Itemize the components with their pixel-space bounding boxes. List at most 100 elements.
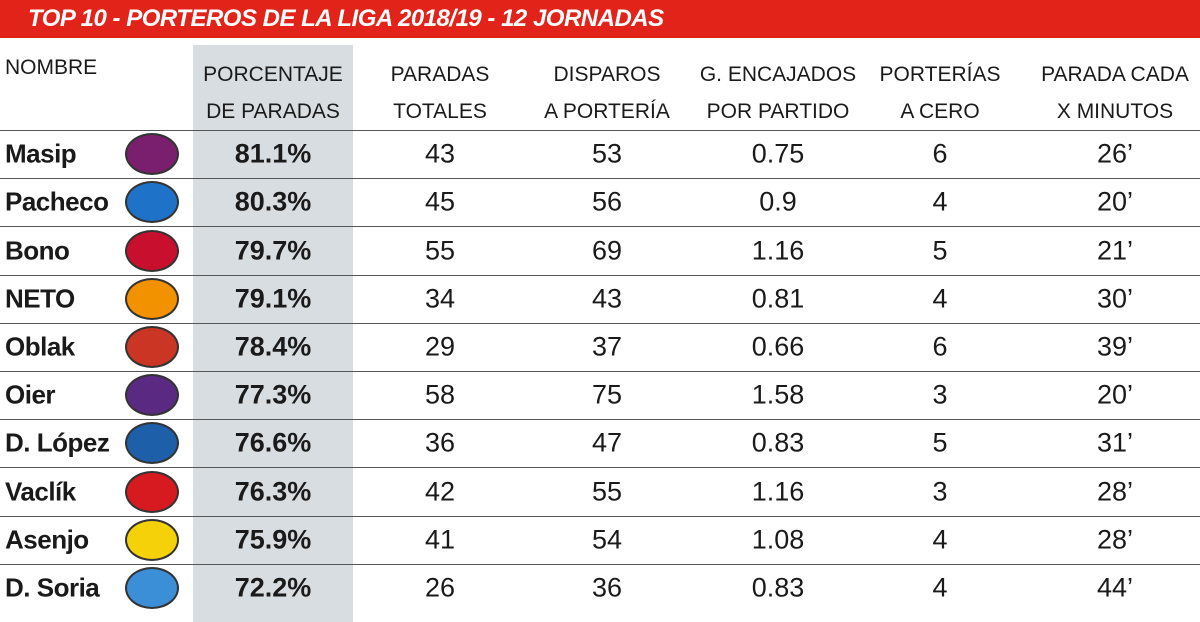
player-name: Oblak (5, 331, 75, 362)
stat-value: 28’ (1096, 476, 1134, 506)
stat-value: 0.81 (751, 283, 805, 314)
player-name: D. López (5, 427, 110, 458)
save-percentage: 78.4% (234, 331, 312, 362)
team-crest (125, 277, 179, 320)
column-header: PARADA CADA (1041, 63, 1189, 86)
save-percentage: 72.2% (234, 572, 312, 603)
stat-value: 29 (424, 331, 456, 362)
stat-value: 0.83 (751, 427, 805, 458)
stat-value: 4 (932, 524, 948, 555)
stat-value: 41 (424, 524, 456, 555)
save-percentage: 77.3% (234, 379, 312, 410)
player-name: D. Soria (5, 572, 100, 603)
stat-value: 5 (932, 427, 948, 458)
save-percentage: 79.1% (234, 283, 312, 314)
stat-value: 58 (424, 379, 456, 410)
column-header: PORCENTAJE (203, 63, 343, 86)
column-header: A CERO (900, 100, 980, 123)
stat-value: 0.66 (751, 331, 805, 362)
stat-value: 26’ (1096, 138, 1134, 169)
column-header: X MINUTOS (1056, 100, 1174, 123)
stat-value: 1.16 (751, 476, 805, 506)
player-name: Pacheco (5, 186, 109, 217)
save-percentage: 79.7% (234, 235, 312, 265)
column-header: NOMBRE (5, 56, 98, 79)
column-header: G. ENCAJADOS (699, 63, 857, 86)
row-separator (0, 419, 1200, 421)
save-percentage: 81.1% (234, 138, 312, 169)
stat-value: 5 (932, 235, 948, 265)
save-percentage: 76.6% (234, 427, 312, 458)
stat-value: 55 (591, 476, 623, 506)
stat-value: 37 (591, 331, 623, 362)
stat-value: 3 (932, 476, 948, 506)
stat-value: 0.9 (759, 186, 797, 217)
row-separator (0, 371, 1200, 372)
stat-value: 39’ (1096, 331, 1134, 362)
stat-value: 6 (932, 138, 948, 169)
team-crest (125, 133, 179, 176)
stat-value: 1.08 (751, 524, 805, 555)
save-percentage: 80.3% (234, 186, 312, 217)
stat-value: 20’ (1096, 379, 1134, 410)
stat-value: 53 (591, 138, 623, 169)
team-crest (125, 325, 179, 368)
team-crest (125, 518, 179, 561)
title-bar: TOP 10 - PORTEROS DE LA LIGA 2018/19 - 1… (0, 0, 1200, 38)
stat-value: 55 (424, 235, 456, 265)
team-crest (125, 566, 179, 609)
stat-value: 0.83 (751, 572, 805, 603)
team-crest (125, 422, 179, 465)
stat-value: 43 (591, 283, 623, 314)
player-name: Bono (5, 235, 70, 265)
stat-value: 6 (932, 331, 948, 362)
team-crest (125, 229, 179, 272)
row-separator (0, 130, 1200, 131)
row-separator (0, 226, 1200, 228)
player-name: Masip (5, 138, 77, 169)
stat-value: 45 (424, 186, 456, 217)
highlight-column (193, 45, 353, 622)
player-name: Oier (5, 379, 56, 410)
row-separator (0, 563, 1200, 565)
stat-value: 26 (424, 572, 456, 603)
row-separator (0, 178, 1200, 180)
player-name: Asenjo (5, 524, 89, 555)
row-separator (0, 515, 1200, 517)
stat-value: 1.16 (751, 235, 805, 265)
team-crest (125, 374, 179, 417)
title: TOP 10 - PORTEROS DE LA LIGA 2018/19 - 1… (28, 5, 664, 32)
team-crest (125, 470, 179, 513)
player-name: Vaclík (5, 476, 76, 506)
column-header: DE PARADAS (206, 100, 340, 123)
row-separator (0, 322, 1200, 324)
stat-value: 28’ (1096, 524, 1134, 555)
stat-value: 3 (932, 379, 948, 410)
column-header: POR PARTIDO (706, 100, 850, 123)
save-percentage: 75.9% (234, 524, 312, 555)
column-header: PORTERÍAS (879, 63, 1001, 86)
stat-value: 47 (591, 427, 623, 458)
stat-value: 34 (424, 283, 456, 314)
stat-value: 42 (424, 476, 456, 506)
stat-value: 4 (932, 572, 948, 603)
column-header: TOTALES (393, 100, 487, 123)
stat-value: 54 (591, 524, 623, 555)
stat-value: 43 (424, 138, 456, 169)
stat-value: 0.75 (751, 138, 805, 169)
stat-value: 44’ (1096, 572, 1134, 603)
column-header: DISPAROS (553, 63, 661, 86)
stat-value: 1.58 (751, 379, 805, 410)
row-separator (0, 274, 1200, 276)
stat-value: 21’ (1096, 235, 1134, 265)
row-separator (0, 467, 1200, 469)
stat-value: 69 (591, 235, 623, 265)
stat-value: 36 (424, 427, 456, 458)
team-crest (125, 181, 179, 224)
stat-value: 4 (932, 283, 948, 314)
player-name: NETO (5, 283, 75, 314)
stat-value: 75 (591, 379, 623, 410)
stat-value: 36 (591, 572, 623, 603)
stat-value: 56 (591, 186, 623, 217)
column-header: A PORTERÍA (544, 100, 670, 123)
